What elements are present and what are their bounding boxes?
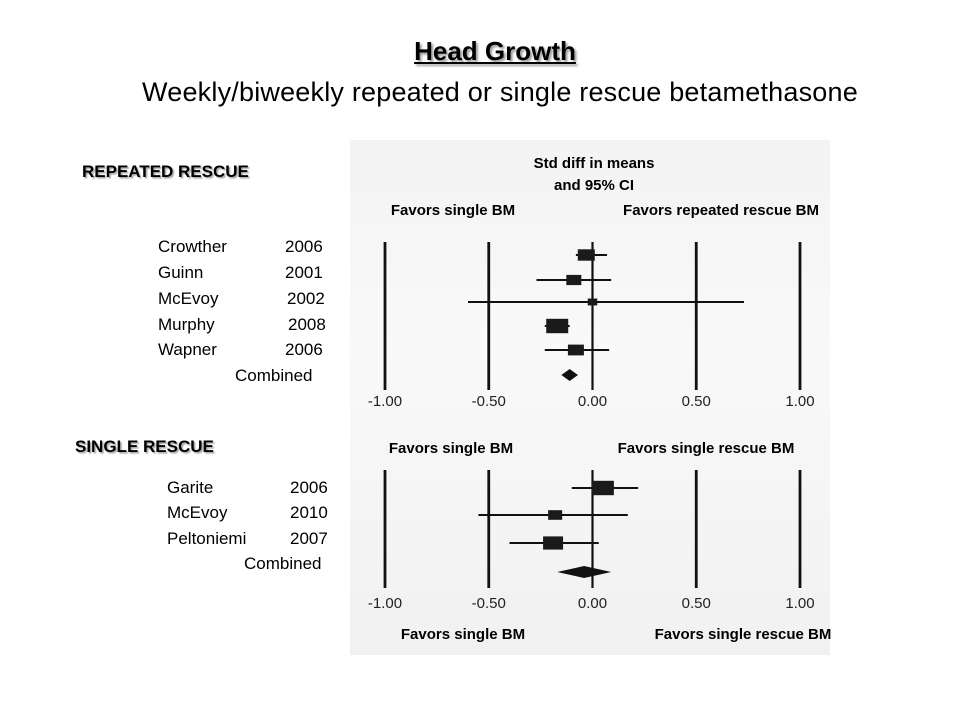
- slide-title: Head Growth: [414, 36, 576, 66]
- x-tick-label: 0.00: [578, 393, 607, 410]
- study-name: Guinn: [158, 263, 204, 282]
- study-year: 2002: [287, 289, 325, 308]
- study-name: McEvoy: [158, 289, 219, 308]
- study-point-estimate: [567, 344, 584, 356]
- favors-left-label: Favors single BM: [391, 202, 515, 219]
- study-name: Crowther: [158, 237, 227, 256]
- slide-subtitle: Weekly/biweekly repeated or single rescu…: [142, 77, 858, 107]
- favors-left-bottom-label: Favors single BM: [401, 626, 525, 643]
- study-point-estimate: [587, 298, 598, 306]
- study-point-estimate: [577, 249, 595, 261]
- study-year: 2010: [290, 503, 328, 522]
- combined-diamond: [557, 566, 612, 578]
- study-name: Murphy: [158, 315, 215, 334]
- study-point-estimate: [548, 510, 563, 520]
- study-year: 2006: [285, 340, 323, 359]
- combined-label: Combined: [244, 554, 322, 573]
- x-tick-label: -0.50: [472, 393, 506, 410]
- study-year: 2008: [288, 315, 326, 334]
- x-tick-label: -1.00: [368, 595, 402, 612]
- study-name: Peltoniemi: [167, 529, 247, 548]
- x-tick-label: 0.50: [682, 393, 711, 410]
- x-tick-label: 1.00: [785, 595, 814, 612]
- forest-panel-single: -1.00 -0.50 0.00 0.50 1.00: [368, 470, 815, 612]
- study-year: 2006: [290, 478, 328, 497]
- favors-right-bottom-label: Favors single rescue BM: [655, 626, 832, 643]
- study-name: McEvoy: [167, 503, 228, 522]
- favors-right-label: Favors single rescue BM: [618, 440, 795, 457]
- x-tick-label: 0.50: [682, 595, 711, 612]
- study-point-estimate: [543, 536, 564, 550]
- combined-diamond: [561, 369, 578, 381]
- study-name: Wapner: [158, 340, 217, 359]
- study-point-estimate: [591, 480, 614, 496]
- x-tick-label: -1.00: [368, 393, 402, 410]
- study-year: 2006: [285, 237, 323, 256]
- effect-size-header: Std diff in means and 95% CI: [534, 155, 655, 194]
- favors-left-label: Favors single BM: [389, 440, 513, 457]
- study-point-estimate: [566, 274, 582, 286]
- section-label-repeated: REPEATED RESCUE: [82, 162, 249, 181]
- study-year: 2001: [285, 263, 323, 282]
- effect-label-line2: and 95% CI: [554, 177, 634, 194]
- x-tick-label: 1.00: [785, 393, 814, 410]
- study-year: 2007: [290, 529, 328, 548]
- study-point-estimate: [546, 318, 569, 334]
- section-label-single: SINGLE RESCUE: [75, 437, 214, 456]
- favors-right-label: Favors repeated rescue BM: [623, 202, 819, 219]
- study-name: Garite: [167, 478, 214, 497]
- x-tick-label: 0.00: [578, 595, 607, 612]
- forest-panel-repeated: -1.00 -0.50 0.00 0.50 1.00: [368, 242, 815, 410]
- effect-label-line1: Std diff in means: [534, 155, 655, 172]
- x-tick-label: -0.50: [472, 595, 506, 612]
- combined-label: Combined: [235, 366, 313, 385]
